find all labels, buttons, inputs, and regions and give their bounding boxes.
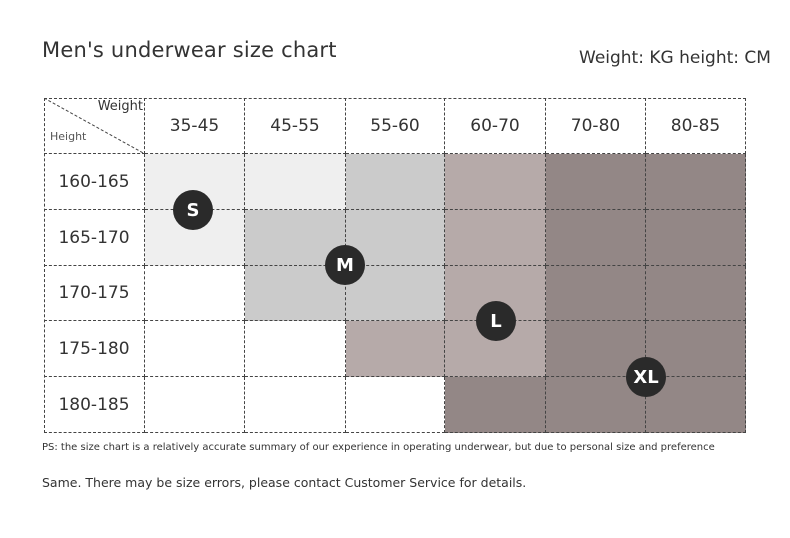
size-cell: [245, 377, 346, 433]
height-row-header: 160-165: [44, 154, 145, 210]
size-cell: [245, 154, 346, 210]
size-cell: [445, 154, 546, 210]
size-cell: [245, 321, 346, 377]
corner-diagonal: [44, 98, 145, 154]
weight-column-header: 45-55: [245, 98, 346, 154]
size-cell: [145, 377, 245, 433]
height-row-header: 170-175: [44, 266, 145, 321]
corner-header: Weight Height: [44, 98, 145, 154]
height-row-header: 165-170: [44, 210, 145, 266]
height-row-header: 175-180: [44, 321, 145, 377]
size-cell: [445, 210, 546, 266]
size-badge-s: S: [173, 190, 213, 230]
size-badge-l: L: [476, 301, 516, 341]
ps-note: PS: the size chart is a relatively accur…: [42, 442, 715, 453]
size-cell: [646, 266, 746, 321]
size-cell: [346, 377, 445, 433]
size-cell: [546, 210, 646, 266]
size-badge-xl: XL: [626, 357, 666, 397]
size-badge-m: M: [325, 245, 365, 285]
weight-column-header: 55-60: [346, 98, 445, 154]
size-cell: [546, 266, 646, 321]
size-cell: [445, 377, 546, 433]
size-cell: [145, 266, 245, 321]
contact-note: Same. There may be size errors, please c…: [42, 475, 527, 490]
size-cell: [346, 266, 445, 321]
corner-weight-label: Weight: [97, 99, 143, 114]
page-title: Men's underwear size chart: [42, 38, 337, 62]
weight-column-header: 60-70: [445, 98, 546, 154]
weight-column-header: 80-85: [646, 98, 746, 154]
corner-height-label: Height: [50, 130, 87, 143]
size-cell: [646, 154, 746, 210]
size-cell: [346, 154, 445, 210]
weight-column-header: 70-80: [546, 98, 646, 154]
size-cell: [145, 321, 245, 377]
size-chart-table: 180-185 175-180 170-175 165-170 160-165 80-85…: [44, 98, 746, 433]
size-cell: [346, 321, 445, 377]
size-cell: [245, 266, 346, 321]
size-cell: [546, 154, 646, 210]
weight-column-header: 35-45: [145, 98, 245, 154]
height-row-header: 180-185: [44, 377, 145, 433]
units-label: Weight: KG height: CM: [579, 48, 771, 68]
size-cell: [646, 210, 746, 266]
